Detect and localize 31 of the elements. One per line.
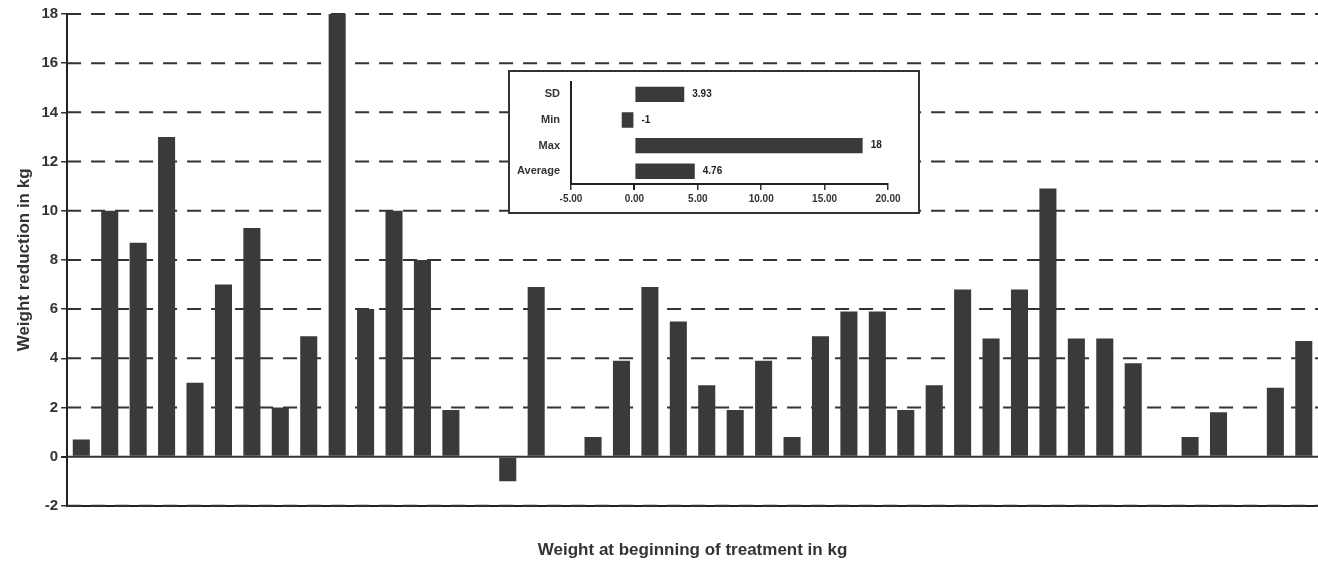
y-tick-label: 14: [41, 102, 59, 120]
data-label: 4.76: [702, 164, 723, 176]
x-tick-label: -5.00: [559, 192, 583, 204]
data-label: -1: [641, 113, 651, 125]
bar: [635, 137, 863, 154]
y-tick-label: Average: [516, 164, 561, 177]
y-axis-title: Weight reduction in kg: [13, 168, 33, 352]
x-tick-label: 0.00: [624, 192, 645, 204]
y-tick-label: 4: [49, 348, 59, 366]
y-tick-label: 18: [41, 4, 59, 22]
y-tick-label: Min: [541, 113, 561, 126]
y-tick-label: 10: [41, 200, 59, 218]
y-tick-label: 2: [49, 397, 59, 415]
y-tick-label: 12: [41, 151, 59, 169]
data-label: 3.93: [692, 88, 713, 100]
y-tick-label: 6: [49, 299, 59, 317]
y-tick-label: 8: [49, 250, 59, 268]
y-tick-label: -2: [44, 495, 59, 513]
x-axis-title: Weight at beginning of treatment in kg: [537, 540, 848, 560]
y-tick-label: SD: [544, 87, 561, 100]
x-tick-label: 15.00: [812, 192, 838, 204]
x-tick-label: 10.00: [748, 192, 775, 204]
y-tick-label: 0: [49, 446, 59, 464]
bar: [635, 86, 685, 103]
bar: [621, 112, 634, 128]
y-tick-label: 16: [41, 53, 59, 71]
x-tick-label: 5.00: [688, 192, 708, 204]
y-tick-label: Max: [538, 138, 561, 151]
data-label: 18: [870, 139, 883, 151]
x-tick-label: 20.00: [875, 192, 901, 204]
bar: [635, 163, 695, 179]
